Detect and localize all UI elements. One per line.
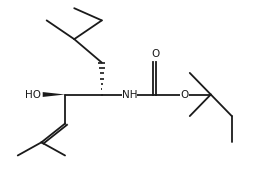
Text: NH: NH	[122, 90, 137, 99]
Text: O: O	[152, 49, 160, 59]
Polygon shape	[43, 92, 65, 97]
Text: O: O	[180, 90, 189, 99]
Text: HO: HO	[25, 90, 41, 99]
